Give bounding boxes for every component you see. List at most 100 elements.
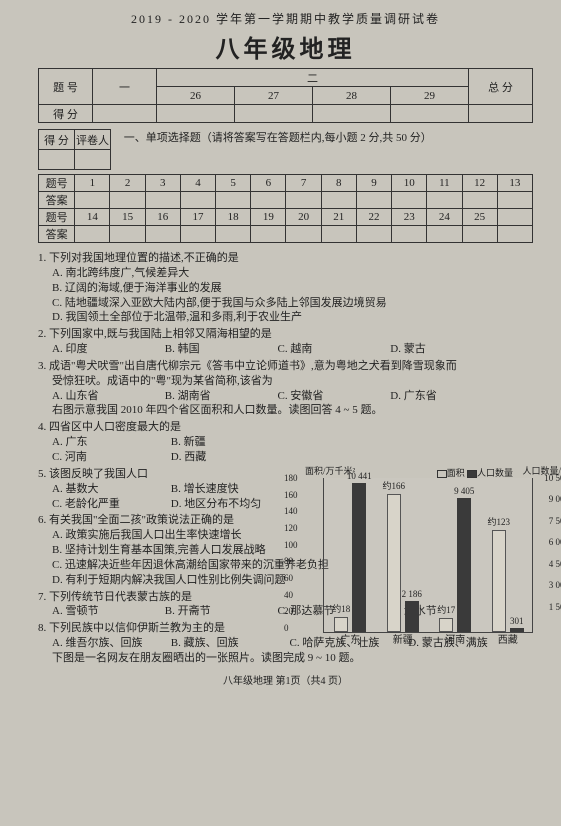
cell	[313, 105, 391, 123]
legend-swatch-area	[437, 470, 447, 478]
bar-label: 2 186	[402, 589, 422, 599]
y-left-tick: 80	[284, 556, 293, 566]
bar-area	[387, 494, 401, 632]
cell: 总 分	[469, 69, 533, 105]
cell: 28	[313, 87, 391, 105]
opt: D. 广东省	[390, 389, 500, 404]
opt: D. 地区分布不均匀	[171, 497, 261, 512]
opt: B. 韩国	[165, 342, 275, 357]
cell: 二	[157, 69, 469, 87]
cell	[391, 105, 469, 123]
x-category: 广东	[326, 631, 374, 646]
opt: C. 老龄化严重	[52, 497, 168, 512]
y-right-tick: 1 500	[549, 602, 561, 612]
cell: 15	[110, 209, 145, 226]
cell-label: 题 号	[39, 69, 93, 105]
y-left-tick: 100	[284, 540, 298, 550]
cell: 19	[251, 209, 286, 226]
bar-label: 301	[510, 616, 524, 626]
bar-population	[405, 601, 419, 632]
cell	[235, 105, 313, 123]
opt: A. 南北跨纬度广,气候差异大	[52, 266, 533, 281]
cell	[75, 150, 111, 170]
province-chart: 面积/万千米² 面积 人口数量 人口数量/万人 1801601401201008…	[323, 478, 533, 633]
chart-caption: 右图示意我国 2010 年四个省区面积和人口数量。读图回答 4 ~ 5 题。	[38, 403, 533, 418]
cell: 2	[110, 175, 145, 192]
cell	[93, 105, 157, 123]
section-title: 一、单项选择题（请将答案写在答题栏内,每小题 2 分,共 50 分）	[124, 129, 432, 145]
cell: 21	[321, 209, 356, 226]
opt: C. 越南	[278, 342, 388, 357]
cell: 1	[75, 175, 110, 192]
opt: C. 河南	[52, 450, 168, 465]
bar-area	[334, 617, 348, 632]
y-left-tick: 40	[284, 590, 293, 600]
cell: 22	[356, 209, 391, 226]
cell: 29	[391, 87, 469, 105]
bar-label: 约18	[332, 602, 350, 615]
opt: B. 湖南省	[165, 389, 275, 404]
answer-table: 题号 12345678910111213 答案 题号 1415161718192…	[38, 174, 533, 243]
stem: 3. 成语"粤犬吠雪"出自唐代柳宗元《答韦中立论师道书》,意为粤地之犬看到降雪现…	[38, 359, 533, 374]
y-right-tick: 4 500	[549, 559, 561, 569]
opt: B. 新疆	[171, 435, 206, 450]
opt: A. 维吾尔族、回族	[52, 636, 168, 651]
stem: 4. 四省区中人口密度最大的是	[38, 420, 298, 435]
cell: 14	[75, 209, 110, 226]
cell	[469, 105, 533, 123]
cell: 27	[235, 87, 313, 105]
question-1: 1. 下列对我国地理位置的描述,不正确的是 A. 南北跨纬度广,气候差异大 B.…	[38, 251, 533, 325]
opt: A. 山东省	[52, 389, 162, 404]
opt: A. 广东	[52, 435, 168, 450]
cell: 7	[286, 175, 321, 192]
cell: 13	[497, 175, 532, 192]
question-2: 2. 下列国家中,既与我国陆上相邻又隔海相望的是 A. 印度 B. 韩国 C. …	[38, 327, 533, 357]
cell: 25	[462, 209, 497, 226]
y-right-tick: 6 000	[549, 537, 561, 547]
opt: A. 印度	[52, 342, 162, 357]
opt: A. 雪顿节	[52, 604, 162, 619]
bar-label: 约17	[437, 603, 455, 616]
opt: D. 蒙古	[390, 342, 500, 357]
stem: 5. 该图反映了我国人口	[38, 467, 298, 482]
opt: B. 开斋节	[165, 604, 275, 619]
cell: 11	[427, 175, 462, 192]
cell	[157, 105, 235, 123]
cell: 9	[356, 175, 391, 192]
x-category: 新疆	[379, 631, 427, 646]
score-table: 题 号 一 二 总 分 26 27 28 29 得 分	[38, 68, 533, 123]
opt: D. 有利于短期内解决我国人口性别比例失调问题	[52, 573, 338, 588]
cell: 12	[462, 175, 497, 192]
bar-label: 约123	[487, 515, 510, 528]
cell: 23	[392, 209, 427, 226]
opt: B. 增长速度快	[171, 482, 239, 497]
y-right-tick: 7 500	[549, 516, 561, 526]
cell-label: 得 分	[39, 105, 93, 123]
cell: 答案	[39, 226, 75, 243]
legend-label: 面积	[447, 468, 465, 478]
cell: 6	[251, 175, 286, 192]
cell: 3	[145, 175, 180, 192]
cell: 26	[157, 87, 235, 105]
opt: D. 西藏	[171, 450, 206, 465]
cell: 20	[286, 209, 321, 226]
cell: 10	[392, 175, 427, 192]
cell: 24	[427, 209, 462, 226]
page-footer: 八年级地理 第1页（共4 页）	[38, 672, 533, 687]
exam-title: 八年级地理	[38, 29, 533, 64]
question-5: 5. 该图反映了我国人口 A. 基数大 B. 增长速度快 C. 老龄化严重 D.…	[38, 467, 298, 512]
cell: 4	[180, 175, 215, 192]
cell: 一	[93, 69, 157, 105]
opt: C. 安徽省	[278, 389, 388, 404]
bar-area	[439, 618, 453, 632]
legend-label: 人口数量	[477, 468, 513, 478]
y-left-tick: 180	[284, 473, 298, 483]
stem: 1. 下列对我国地理位置的描述,不正确的是	[38, 251, 533, 266]
exam-header: 2019 - 2020 学年第一学期期中教学质量调研试卷	[38, 10, 533, 27]
opt: B. 藏族、回族	[171, 636, 287, 651]
cell: 8	[321, 175, 356, 192]
cell: 答案	[39, 192, 75, 209]
cell: 题号	[39, 209, 75, 226]
y-left-tick: 140	[284, 506, 298, 516]
opt: C. 陆地疆域深入亚欧大陆内部,便于我国与众多陆上邻国发展边境贸易	[52, 296, 533, 311]
